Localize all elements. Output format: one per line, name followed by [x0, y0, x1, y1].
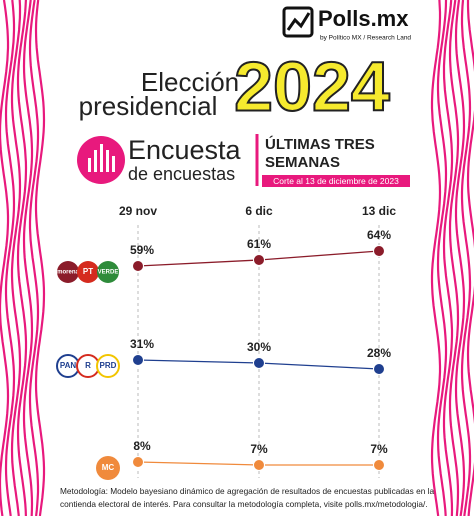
party-logo-text: PRD [100, 361, 117, 370]
note: contienda electoral de interés. Para con… [60, 499, 428, 509]
subtitle-icon-bars [88, 144, 115, 172]
data-label: 7% [370, 442, 388, 456]
data-point [253, 254, 265, 266]
data-point [132, 354, 144, 366]
party-logo [96, 456, 120, 480]
border-wave [34, 0, 46, 516]
data-label: 7% [250, 442, 268, 456]
title: Elección [141, 67, 239, 97]
border-wave [454, 0, 466, 516]
party-logo [77, 261, 99, 283]
party-logo-text: PT [83, 267, 93, 276]
data-label: 31% [130, 337, 154, 351]
data-label: 30% [247, 340, 271, 354]
party-logo [97, 261, 119, 283]
byline: by Político MX / Research Land [320, 35, 411, 42]
data-label: 8% [133, 439, 151, 453]
border-wave [10, 0, 22, 516]
party-logo-text: VERDE [98, 270, 119, 276]
subtitle: Encuesta [128, 135, 242, 165]
cutoff-banner [262, 175, 410, 187]
party-logo-text: R [85, 361, 91, 370]
party-logo [96, 354, 120, 378]
data-point [373, 363, 385, 375]
party-logo-text: PAN [60, 361, 77, 370]
data-point [253, 357, 265, 369]
border-wave [28, 0, 40, 516]
data-point [373, 459, 385, 471]
brand: Polls.mx [318, 6, 409, 31]
border-wave [0, 0, 10, 516]
period: SEMANAS [265, 154, 340, 171]
party-logo [57, 261, 79, 283]
party-logo-text: MC [102, 463, 115, 472]
cutoff: Corte al 13 de diciembre de 2023 [273, 176, 399, 186]
border-wave [430, 0, 442, 516]
title: presidencial [79, 91, 218, 121]
x-tick-label: 29 nov [119, 204, 157, 218]
data-point [253, 459, 265, 471]
border-wave [22, 0, 34, 516]
subtitle: de encuestas [128, 164, 235, 184]
data-label: 28% [367, 346, 391, 360]
border-wave [460, 0, 472, 516]
data-label: 59% [130, 243, 154, 257]
brand-icon [282, 6, 314, 38]
data-point [132, 260, 144, 272]
border-wave [442, 0, 454, 516]
brand-icon-line [286, 12, 311, 31]
border-wave [16, 0, 28, 516]
data-point [373, 245, 385, 257]
title-year: 2024 [234, 47, 390, 125]
party-logo-text: morena [57, 270, 79, 276]
data-point [132, 456, 144, 468]
border-wave [448, 0, 460, 516]
x-tick-label: 6 dic [245, 204, 273, 218]
period: ÚLTIMAS TRES [265, 135, 375, 153]
border-wave [436, 0, 448, 516]
data-label: 61% [247, 237, 271, 251]
x-tick-label: 13 dic [362, 204, 396, 218]
note: Metodología: Modelo bayesiano dinámico d… [60, 486, 434, 496]
data-label: 64% [367, 228, 391, 242]
border-wave [4, 0, 16, 516]
